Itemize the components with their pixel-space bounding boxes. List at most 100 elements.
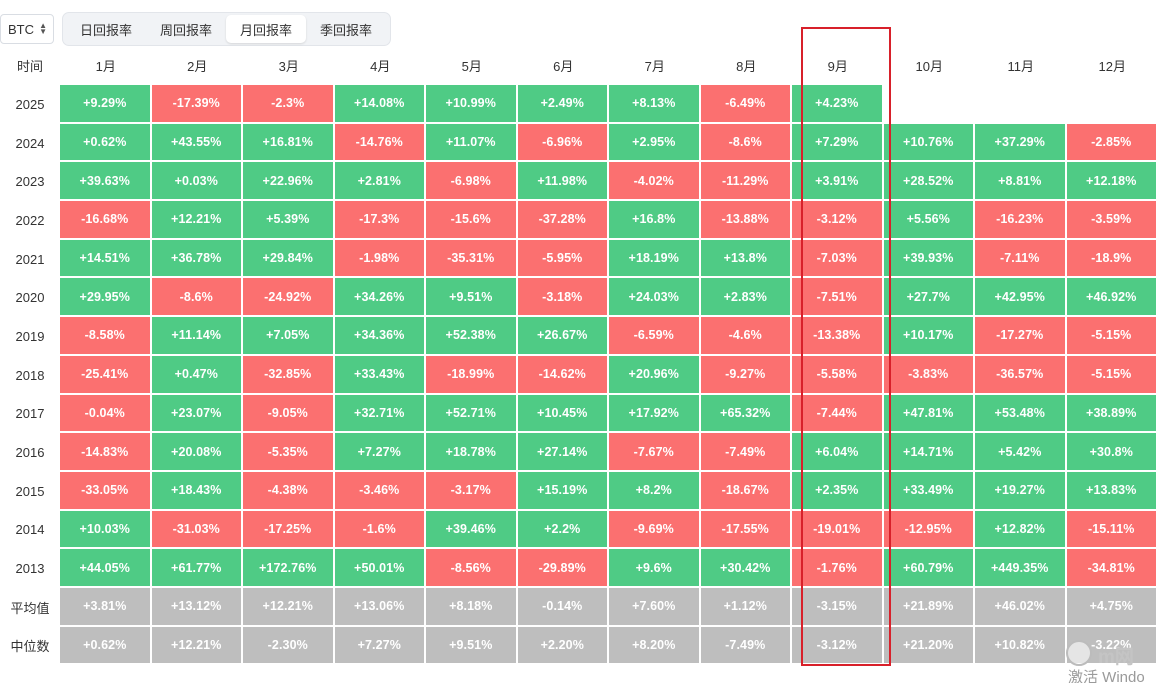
year-label: 2017: [15, 406, 45, 422]
return-cell: +21.20%: [883, 626, 975, 666]
return-value: -25.41%: [60, 355, 150, 393]
column-header-month: 12月: [1098, 59, 1126, 74]
return-value: -4.02%: [609, 162, 699, 200]
return-value: +14.08%: [334, 85, 424, 122]
return-value: -8.56%: [426, 549, 516, 586]
return-value: +21.89%: [883, 587, 973, 625]
return-value: -8.58%: [60, 317, 150, 354]
stat-row: 平均值 +3.81% +13.12% +12.21% +13.06% +8.18% -0.1…: [0, 587, 1158, 627]
return-cell: -5.95%: [517, 239, 609, 279]
year-label: 2022: [15, 212, 45, 228]
return-cell: +16.8%: [609, 201, 701, 240]
column-header-month: 5月: [461, 59, 482, 74]
return-value: -8.6%: [700, 123, 790, 161]
return-value: -3.15%: [792, 587, 882, 625]
return-value: -6.98%: [426, 162, 516, 200]
return-cell: -1.76%: [792, 549, 884, 588]
table-row: 2014 +10.03% -31.03% -17.25% -1.6% +39.46% +2.…: [0, 510, 1158, 550]
table-row: 2022 -16.68% +12.21% +5.39% -17.3% -15.6% -37.…: [0, 201, 1158, 240]
return-value: +2.83%: [700, 278, 790, 316]
return-value: -13.38%: [792, 317, 882, 354]
tab-monthly[interactable]: 月回报率: [226, 15, 306, 43]
return-cell: +8.81%: [975, 162, 1067, 202]
return-cell: -5.15%: [1066, 355, 1158, 395]
return-value: +3.81%: [60, 587, 150, 625]
column-header-month: 4月: [370, 59, 391, 74]
return-value: -5.95%: [517, 239, 607, 277]
return-cell: -6.98%: [426, 162, 518, 202]
return-value: +4.23%: [792, 85, 882, 122]
return-cell: +4.75%: [1066, 587, 1158, 627]
return-cell: -7.44%: [792, 394, 884, 434]
return-cell: +18.78%: [426, 433, 518, 472]
tab-quarterly[interactable]: 季回报率: [319, 22, 372, 38]
column-header-month: 10月: [915, 59, 943, 74]
return-cell: +43.55%: [151, 123, 243, 163]
return-cell: +449.35%: [975, 549, 1067, 588]
return-value: +2.95%: [609, 123, 699, 161]
return-cell: -15.11%: [1066, 510, 1158, 550]
return-cell: +5.42%: [975, 433, 1067, 472]
return-value: +10.45%: [517, 394, 607, 432]
return-value: +4.75%: [1066, 587, 1156, 625]
asset-select[interactable]: BTC ▲ ▼: [0, 14, 54, 44]
year-label: 2024: [15, 135, 45, 151]
return-cell: +7.60%: [609, 587, 701, 627]
tab-daily[interactable]: 日回报率: [79, 22, 132, 38]
return-value: +32.71%: [334, 394, 424, 432]
return-value: [1066, 85, 1156, 122]
return-cell: +53.48%: [975, 394, 1067, 434]
return-cell: -29.89%: [517, 549, 609, 588]
return-value: -3.22%: [1066, 626, 1156, 664]
return-cell: -13.88%: [700, 201, 792, 240]
return-cell: +7.27%: [334, 626, 426, 666]
return-cell: -7.03%: [792, 239, 884, 279]
return-cell: +61.77%: [151, 549, 243, 588]
return-value: +8.18%: [426, 587, 516, 625]
return-value: +39.63%: [60, 162, 150, 200]
return-cell: +12.21%: [151, 201, 243, 240]
return-cell: -19.01%: [792, 510, 884, 550]
return-cell: +7.29%: [792, 123, 884, 163]
return-cell: -14.76%: [334, 123, 426, 163]
return-value: -4.38%: [243, 471, 333, 509]
return-value: -3.12%: [792, 626, 882, 664]
column-header-month: 2月: [187, 59, 208, 74]
return-cell: -3.59%: [1066, 201, 1158, 240]
return-cell: +5.56%: [883, 201, 975, 240]
return-cell: -8.6%: [151, 278, 243, 318]
return-value: +44.05%: [60, 549, 150, 586]
return-value: +12.18%: [1066, 162, 1156, 200]
tab-weekly[interactable]: 周回报率: [159, 22, 212, 38]
return-cell: +42.95%: [975, 278, 1067, 318]
return-value: -13.88%: [700, 201, 790, 238]
return-value: +2.49%: [517, 85, 607, 122]
return-cell: +14.71%: [883, 433, 975, 472]
return-cell: -7.67%: [609, 433, 701, 472]
toolbar: BTC ▲ ▼ 日回报率 周回报率 月回报率 季回报率: [0, 12, 400, 46]
return-cell: -2.3%: [243, 85, 335, 124]
return-cell: -6.49%: [700, 85, 792, 124]
return-cell: +52.71%: [426, 394, 518, 434]
return-cell: -36.57%: [975, 355, 1067, 395]
return-value: +11.14%: [151, 317, 241, 354]
return-value: -5.58%: [792, 355, 882, 393]
return-cell: +24.03%: [609, 278, 701, 318]
return-value: +5.39%: [243, 201, 333, 238]
return-value: +12.21%: [243, 587, 333, 625]
return-value: -18.99%: [426, 355, 516, 393]
return-cell: +15.19%: [517, 471, 609, 511]
return-cell: -25.41%: [60, 355, 152, 395]
return-cell: +2.81%: [334, 162, 426, 202]
return-cell: +19.27%: [975, 471, 1067, 511]
return-value: -8.6%: [151, 278, 241, 316]
return-value: +6.04%: [792, 433, 882, 470]
return-cell: -1.6%: [334, 510, 426, 550]
watermark-activate-text: 激活 Windo: [1068, 669, 1145, 683]
return-value: -3.46%: [334, 471, 424, 509]
return-cell: +0.47%: [151, 355, 243, 395]
return-cell: +8.20%: [609, 626, 701, 666]
return-cell: +13.8%: [700, 239, 792, 279]
return-value: -6.96%: [517, 123, 607, 161]
return-value: -16.23%: [975, 201, 1065, 238]
